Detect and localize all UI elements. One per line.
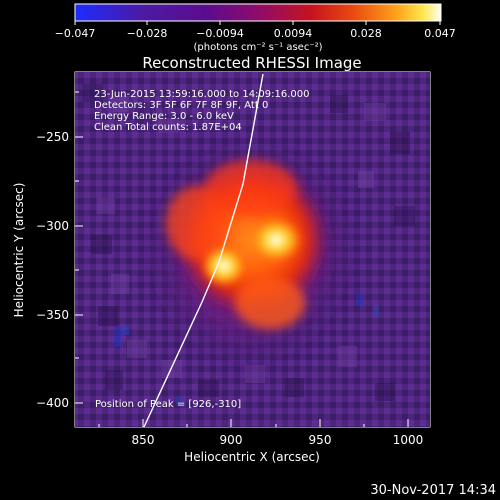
info-line: Detectors: 3F 5F 6F 7F 8F 9F, Att 0 [94,100,268,111]
colorbar-tick-label: −0.028 [127,27,168,40]
x-tick-label: 850 [132,433,155,447]
x-tick-label: 900 [220,433,243,447]
colorbar-tick-label: −0.0094 [196,27,244,40]
heatmap-plot: 850 900 950 1000 −250 −300 −350 −400 Hel… [12,71,431,464]
upper-lobe [205,160,297,216]
colorbar: −0.047 −0.028 −0.0094 0.0094 0.028 0.047… [55,3,456,53]
x-tick-label: 950 [309,433,332,447]
y-axis-label: Heliocentric Y (arcsec) [12,183,26,318]
info-line: 23-Jun-2015 13:59:16.000 to 14:09:16.000 [94,89,310,100]
colorbar-ticks [74,21,441,25]
y-tick-label: −400 [36,396,69,410]
y-tick-label: −350 [36,308,69,322]
peak-source-left [200,244,248,288]
peak-source-right [248,216,304,264]
x-tick-label: 1000 [393,433,424,447]
y-axis-ticks [75,91,83,404]
plot-title: Reconstructed RHESSI Image [142,54,361,72]
x-axis-ticks [98,419,409,427]
y-tick-label: −250 [36,130,69,144]
left-lobe [166,186,228,260]
background-texture [83,84,415,406]
x-axis-label: Heliocentric X (arcsec) [184,450,320,464]
colorbar-tick-label: −0.047 [55,27,96,40]
info-line: Energy Range: 3.0 - 6.0 keV [94,111,234,122]
solar-limb-line [143,73,264,427]
info-block: 23-Jun-2015 13:59:16.000 to 14:09:16.000… [94,89,310,133]
colorbar-tick-label: 0.028 [350,27,382,40]
colorbar-tick-label: 0.0094 [274,27,313,40]
footer-timestamp: 30-Nov-2017 14:34 [370,483,496,498]
info-line: Clean Total counts: 1.87E+04 [94,122,242,133]
lower-lobe [235,277,305,329]
y-tick-label: −300 [36,219,69,233]
colorbar-tick-label: 0.047 [424,27,456,40]
colorbar-gradient [74,3,442,22]
colorbar-unit-label: (photons cm⁻² s⁻¹ asec⁻²) [193,42,322,53]
peak-position-label: Position of Peak = [926,-310] [95,399,241,410]
